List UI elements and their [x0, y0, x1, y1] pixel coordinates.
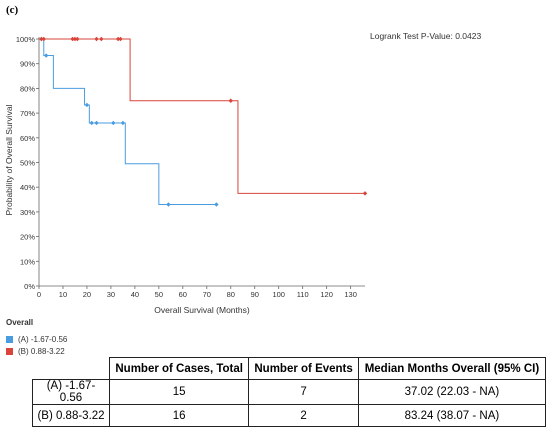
y-tick-label: 60% — [20, 134, 35, 143]
y-tick-label: 90% — [20, 60, 35, 69]
table-cell-median: 37.02 (22.03 - NA) — [357, 379, 547, 405]
censor-mark — [99, 36, 104, 42]
table-cell-group: (B) 0.88-3.22 — [32, 404, 110, 427]
y-tick-label: 100% — [16, 35, 36, 44]
survival-summary-table: Number of Cases, Total Number of Events … — [32, 357, 547, 427]
censor-mark — [115, 36, 121, 42]
censor-mark — [89, 120, 94, 126]
legend-swatch-a — [6, 335, 13, 343]
series-layer — [39, 36, 368, 207]
x-tick-label: 80 — [227, 290, 235, 299]
y-tick-label: 80% — [20, 84, 35, 93]
series-line-b — [39, 38, 365, 194]
y-tick-label: 20% — [20, 233, 35, 242]
table-header-events: Number of Events — [248, 357, 359, 380]
censor-mark — [228, 98, 233, 103]
y-tick-label: 70% — [20, 109, 35, 118]
censor-mark — [84, 102, 90, 108]
axes-group: 0% 10% 20% 30% 40% 50% 60% 70% 80% 90% 100% 0 10 20 30… — [16, 35, 365, 299]
x-tick-label: 90 — [251, 290, 259, 299]
censor-mark — [120, 120, 126, 126]
censor-mark — [70, 36, 75, 42]
legend: Overall (A) -1.67-0.56 (B) 0.88-3.22 — [6, 318, 67, 357]
legend-label-a: (A) -1.67-0.56 — [18, 334, 68, 344]
x-tick-label: 110 — [297, 290, 309, 299]
table-header-blank — [32, 357, 110, 380]
y-tick-label: 10% — [20, 257, 35, 266]
x-tick-label: 130 — [344, 290, 357, 299]
legend-item-b[interactable]: (B) 0.88-3.22 — [6, 345, 67, 357]
x-tick-label: 20 — [83, 290, 91, 299]
legend-swatch-b — [6, 347, 13, 355]
x-axis-title: Overall Survival (Months) — [154, 305, 250, 315]
y-tick-label: 30% — [20, 208, 35, 217]
x-tick-label: 10 — [59, 290, 67, 299]
table-header-median: Median Months Overall (95% CI) — [357, 357, 547, 380]
censor-mark — [362, 191, 368, 196]
table-header-row: Number of Cases, Total Number of Events … — [32, 357, 547, 380]
table-row: (A) -1.67-0.56 15 7 37.02 (22.03 - NA) — [32, 379, 547, 405]
y-tick-label: 0% — [24, 282, 35, 291]
censor-mark — [111, 120, 116, 126]
censor-mark — [214, 202, 219, 207]
table-cell-median: 83.24 (38.07 - NA) — [357, 404, 547, 427]
table-cell-events: 2 — [248, 404, 359, 427]
y-tick-label: 40% — [20, 183, 35, 192]
panel-label: (c) — [6, 4, 19, 16]
x-tick-label: 0 — [37, 290, 41, 299]
censor-mark — [75, 36, 80, 42]
series-line-a — [39, 38, 217, 205]
x-tick-label: 120 — [320, 290, 333, 299]
x-tick-label: 100 — [272, 290, 285, 299]
x-tick-label: 30 — [107, 290, 115, 299]
legend-label-b: (B) 0.88-3.22 — [18, 346, 65, 356]
censor-mark — [94, 120, 99, 126]
x-tick-label: 60 — [179, 290, 187, 299]
x-tick-label: 40 — [131, 290, 139, 299]
y-tick-label: 50% — [20, 159, 35, 168]
table-row: (B) 0.88-3.22 16 2 83.24 (38.07 - NA) — [32, 404, 547, 427]
table-cell-events: 7 — [248, 379, 359, 405]
x-tick-label: 70 — [203, 290, 211, 299]
legend-title: Overall — [6, 318, 34, 327]
censor-mark — [43, 53, 49, 58]
km-survival-chart: 0% 10% 20% 30% 40% 50% 60% 70% 80% 90% 100% 0 10 20 30… — [4, 35, 368, 315]
legend-item-a[interactable]: (A) -1.67-0.56 — [6, 333, 67, 345]
table-cell-cases: 16 — [108, 404, 250, 427]
table-cell-group: (A) -1.67-0.56 — [32, 379, 110, 405]
censor-mark — [41, 36, 46, 42]
logrank-pvalue: Logrank Test P-Value: 0.0423 — [370, 31, 482, 41]
censor-mark — [166, 202, 171, 207]
y-axis-title: Probability of Overall Survival — [4, 104, 14, 215]
x-tick-label: 50 — [155, 290, 163, 299]
censor-mark — [118, 36, 123, 42]
table-header-cases: Number of Cases, Total — [108, 357, 250, 380]
censor-mark — [72, 36, 78, 42]
censor-mark — [39, 36, 44, 42]
table-cell-cases: 15 — [108, 379, 250, 405]
censor-mark — [94, 36, 99, 42]
